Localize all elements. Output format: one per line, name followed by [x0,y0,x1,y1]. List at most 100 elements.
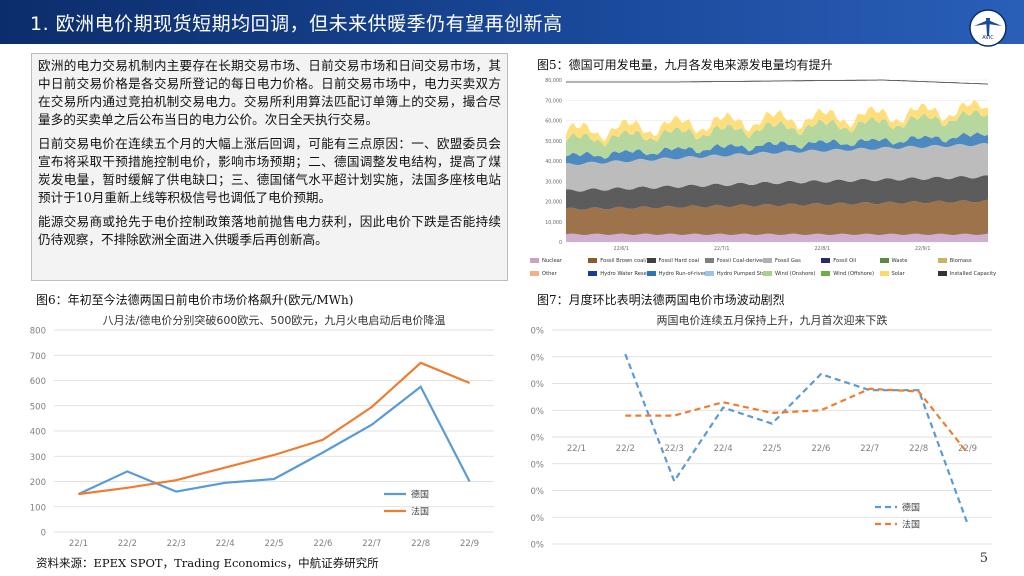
fig7svg-x-tick: 22/8 [909,444,928,454]
fig5-chart: 80,000 70,000 60,000 50,000 40,000 30,000 20,0… [530,74,996,282]
fig5-legend-swatch [879,258,889,263]
summary-paragraph-3: 能源交易商或抢先于电价控制政策落地前抛售电力获利，因此电价下跌是否能持续仍待观察… [38,214,501,247]
fig5-area-band [566,233,988,242]
fig5-legend-label: Wind (Offshore) [833,270,875,277]
fig5-area-band [566,110,988,159]
fig7svg-y-tick: 80% [530,327,544,337]
fig5-legend-swatch [704,271,714,276]
fig5-legend-label: Hydro Run-of-river and poundage [658,270,705,277]
fig5-legend-swatch [530,271,539,276]
fig7svg-x-tick: 22/2 [616,444,635,454]
summary-paragraph-1: 欧洲的电力交易机制内主要存在长期交易市场、日前交易市场和日间交易市场，其中日前交… [38,58,501,127]
fig6svg-y-tick: 200 [30,478,46,488]
fig5-legend-label: Hydro Pumped Storage [716,270,763,277]
fig7svg-y-tick: 40% [530,380,544,390]
fig5-legend-swatch [763,271,772,276]
fig5-legend-label: Fossil Coal-derived gas [716,257,763,264]
fig5-legend-item: Hydro Water Reservoir [588,271,647,277]
fig5-legend-item: Wind (Offshore) [821,271,879,277]
fig6svg-x-tick: 22/9 [460,539,479,548]
fig5-legend-label: Installed Capacity [949,270,996,277]
fig5-area-band [566,143,988,192]
fig6svg-x-tick: 22/4 [216,539,235,548]
fig5-legend-swatch [646,258,656,263]
page-title: 1. 欧洲电价期现货短期均回调，但未来供暖季仍有望再创新高 [30,13,563,35]
fig5-legend-swatch [879,271,889,276]
fig6svg-legend-label: 德国 [411,489,429,501]
fig5-legend-swatch [588,271,598,276]
fig5-area-band [566,99,988,147]
fig6svg-y-tick: 400 [30,428,46,438]
fig6svg-x-tick: 22/5 [264,539,283,548]
fig5-x-tick: 22/9/1 [915,246,930,252]
fig7svg-x-tick: 22/5 [762,444,781,454]
fig5-y-tick: 0 [559,240,562,246]
fig5-legend-item: Nuclear [530,258,588,264]
fig6svg-legend-label: 法国 [411,506,429,518]
fig5-legend-item: Fossil Coal-derived gas [704,257,763,264]
fig5-legend-label: Biomass [949,257,972,264]
fig5-legend: Nuclear Fossil Brown coal/Lignite Fossil H… [530,254,996,280]
fig5-legend-label: Waste [891,257,908,264]
fig5-legend-label: Fossil Hard coal [658,257,700,264]
fig5-legend-swatch [530,258,539,263]
fig5-x-tick: 22/8/1 [814,246,829,252]
fig7svg-y-tick: 0% [531,434,545,444]
fig7svg-y-tick: -60% [530,514,544,524]
fig5-legend-label: Fossil Gas [775,257,801,264]
fig5-legend-item: Biomass [937,257,996,264]
fig7svg-x-tick: 22/6 [811,444,830,454]
fig7svg-x-tick: 22/7 [860,444,879,454]
fig5-y-tick: 20,000 [545,200,562,206]
fig6svg-x-tick: 22/1 [69,539,88,548]
fig7svg-series-line [625,387,969,454]
summary-paragraph-2: 日前交易电价在连续五个月的大幅上涨后回调，可能有三点原因：一、欧盟委员会宣布将采… [38,136,501,205]
summary-textbox: 欧洲的电力交易机制内主要存在长期交易市场、日前交易市场和日间交易市场，其中日前交… [31,53,508,281]
fig7svg-x-tick: 22/3 [665,444,684,454]
fig6-line-chart: 八月法/德电价分别突破600欧元、500欧元，九月火电启动后电价降温 0 100 20… [30,313,494,548]
fig5-y-tick: 30,000 [545,179,562,185]
fig5-legend-item: Solar [879,270,938,277]
fig5-y-tick: 60,000 [545,119,562,125]
logo-text: AVIC [982,35,994,41]
fig7svg-series-line [624,353,969,525]
fig5-legend-swatch [937,258,947,263]
page-number: 5 [979,551,988,566]
fig6svg-series-line [78,361,471,496]
fig6svg-y-tick: 500 [30,402,46,412]
fig5-legend-swatch [937,271,947,276]
fig5-legend-swatch [704,258,714,263]
fig7svg-y-tick: -20% [530,460,544,470]
fig6svg-x-tick: 22/6 [313,539,332,548]
fig5-x-tick: 22/7/1 [714,246,729,252]
fig6svg-y-tick: 300 [30,453,46,463]
fig5-legend-swatch [763,258,772,263]
fig6svg-x-tick: 22/2 [118,539,137,548]
fig6svg-x-tick: 22/7 [362,539,381,548]
fig6svg-subtitle: 八月法/德电价分别突破600欧元、500欧元，九月火电启动后电价降温 [103,313,446,327]
fig7svg-subtitle: 两国电价连续五月保持上升，九月首次迎来下跌 [657,313,888,327]
fig5-legend-row: Nuclear Fossil Brown coal/Lignite Fossil H… [530,254,996,267]
fig5-y-tick: 70,000 [545,98,562,104]
fig5-area-band [566,199,988,235]
fig5-legend-label: Nuclear [542,257,562,264]
fig6svg-x-tick: 22/8 [411,539,430,548]
fig5-legend-label: Solar [891,270,905,277]
fig6svg-y-tick: 600 [30,377,46,387]
fig7svg-y-tick: -80% [530,541,544,549]
fig5-legend-label: Other [542,270,557,277]
fig6svg-x-tick: 22/3 [167,539,186,548]
fig5-y-tick: 10,000 [545,220,562,226]
fig7svg-x-tick: 22/9 [958,444,977,454]
fig6svg-y-tick: 700 [30,352,46,362]
fig7svg-y-tick: 60% [530,353,544,363]
fig5-legend-swatch [646,271,656,276]
fig7svg-x-tick: 22/4 [714,444,733,454]
fig5-legend-label: Fossil Oil [833,257,857,264]
fig5-legend-item: Fossil Brown coal/Lignite [588,258,647,264]
fig5-legend-item: Wind (Onshore) [763,271,821,277]
fig5-legend-item: Installed Capacity [937,270,996,277]
avic-logo-icon: AVIC [969,9,1007,47]
fig7-caption: 图7：月度环比表明法德两国电价市场波动剧烈 [537,293,785,307]
title-bar: 1. 欧洲电价期现货短期均回调，但未来供暖季仍有望再创新高 AVIC [0,0,1024,47]
